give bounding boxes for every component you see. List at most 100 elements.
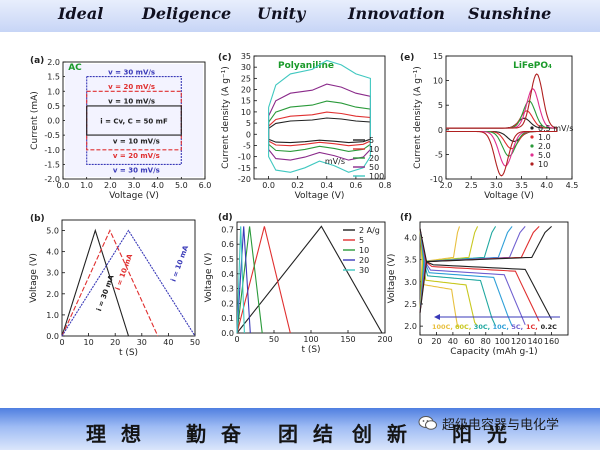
series-line (446, 73, 558, 177)
cn-motto-3: 团 结 (278, 422, 337, 446)
y-tick-label: 0.0 (47, 117, 60, 126)
legend-label: 10 (359, 246, 369, 255)
x-tick-label: 2.5 (465, 181, 478, 190)
y-tick-label: -1.5 (44, 160, 60, 169)
y-tick-label: 15 (433, 52, 443, 61)
legend-label: 5 (359, 236, 364, 245)
annotation: v = 10 mV/s (108, 98, 155, 106)
x-tick-label: 0.8 (379, 181, 392, 190)
legend-label: 100C, (432, 323, 453, 331)
annotation: v = 20 mV/s (113, 152, 160, 160)
y-tick-label: 10 (433, 77, 443, 86)
motto-ideal: Ideal (58, 4, 104, 23)
y-tick-label: 25 (241, 74, 251, 83)
legend-label: 5 (369, 136, 374, 145)
panel-label: (c) (218, 53, 232, 63)
x-tick-label: 0 (234, 335, 239, 344)
series-line (419, 228, 479, 327)
y-tick-label: -5 (435, 150, 443, 159)
x-tick-label: 3.5 (515, 181, 528, 190)
legend-marker (530, 135, 534, 139)
x-tick-label: 2.0 (440, 181, 453, 190)
x-tick-label: 140 (527, 337, 542, 346)
series-line (61, 229, 196, 337)
y-axis-label: Current density (A g⁻¹) (413, 66, 423, 169)
y-tick-label: -15 (238, 164, 251, 173)
y-tick-label: 0.4 (221, 270, 234, 279)
legend-label: 10 (538, 160, 548, 169)
series-line (61, 228, 130, 337)
series-line (419, 225, 552, 313)
y-tick-label: 0 (438, 126, 443, 135)
y-tick-label: 0.3 (221, 285, 234, 294)
x-tick-label: 40 (163, 338, 173, 347)
series-line (419, 228, 497, 327)
y-tick-label: 3.5 (404, 256, 417, 265)
x-tick-label: 100 (495, 337, 510, 346)
legend-label: 20 (369, 154, 379, 163)
series-line (268, 83, 371, 161)
legend-label: 0.5 mV/s (538, 124, 573, 133)
y-tick-label: 10 (241, 108, 251, 117)
y-tick-label: 3.0 (46, 269, 59, 278)
series-line (268, 117, 371, 144)
legend-title: mV/s (325, 157, 345, 166)
y-tick-label: 1.0 (47, 87, 60, 96)
series-line (419, 228, 513, 327)
y-tick-label: -20 (238, 175, 251, 184)
motto-row: Ideal Deligence Unity Innovation Sunshin… (0, 0, 600, 32)
y-tick-label: 0 (246, 130, 251, 139)
legend-label: 5C, (511, 323, 523, 331)
x-tick-label: 0.0 (57, 181, 70, 190)
legend-label: 20 (359, 256, 369, 265)
y-tick-label: 5 (438, 101, 443, 110)
x-tick-label: 0.4 (320, 181, 333, 190)
x-axis-label: Capacity (mAh g-1) (450, 347, 537, 357)
x-tick-label: 6.0 (199, 181, 212, 190)
series-line (236, 225, 383, 334)
series-line (419, 228, 540, 322)
x-tick-label: 10 (84, 338, 94, 347)
top-banner (0, 0, 600, 32)
x-tick-label: 20 (110, 338, 120, 347)
y-tick-label: 2.0 (46, 290, 59, 299)
plot-frame (445, 55, 573, 180)
x-tick-label: 0.6 (350, 181, 363, 190)
y-axis-label: Current (mA) (30, 91, 40, 150)
series-line (419, 228, 553, 320)
cn-motto-2: 勤 奋 (186, 422, 245, 446)
legend-label: 30 (359, 266, 369, 275)
plot-frame (253, 55, 386, 180)
watermark-text: 超级电容器与电化学 (442, 417, 560, 433)
series-line (236, 226, 263, 334)
x-tick-label: 0.0 (262, 181, 275, 190)
y-tick-label: -0.5 (44, 131, 60, 140)
y-tick-label: -10 (238, 153, 251, 162)
arrow-head (434, 314, 440, 320)
wechat-icon (418, 416, 437, 430)
legend-marker (530, 144, 534, 148)
y-tick-label: -10 (430, 175, 443, 184)
chart-title: LiFePO₄ (513, 61, 552, 71)
x-tick-label: 120 (511, 337, 526, 346)
y-axis-label: Current density (A g⁻¹) (221, 66, 231, 169)
y-tick-label: 30 (241, 63, 251, 72)
y-tick-label: 5 (246, 119, 251, 128)
panel-label: (d) (218, 213, 233, 223)
figure: 0.0 1.0 2.0 3.0 4.0 5.0 6.0-2.0-1.5-1.0-0.50.0… (29, 52, 578, 358)
legend-label: 2 A/g (359, 226, 380, 235)
x-axis-label: Voltage (V) (484, 191, 534, 201)
x-tick-label: 60 (464, 337, 474, 346)
y-axis-label: Voltage (V) (387, 254, 397, 304)
legend-label: 1C, (526, 323, 538, 331)
x-axis-label: Voltage (V) (295, 191, 345, 201)
x-tick-label: 3.0 (490, 181, 503, 190)
y-tick-label: 4.0 (404, 234, 417, 243)
y-tick-label: -2.0 (44, 175, 60, 184)
x-tick-label: 30 (137, 338, 147, 347)
x-tick-label: 160 (544, 337, 559, 346)
y-tick-label: -5 (243, 141, 251, 150)
panel-label: (b) (30, 214, 45, 224)
x-tick-label: 2.0 (104, 181, 117, 190)
annotation: v = 10 mV/s (113, 137, 160, 145)
